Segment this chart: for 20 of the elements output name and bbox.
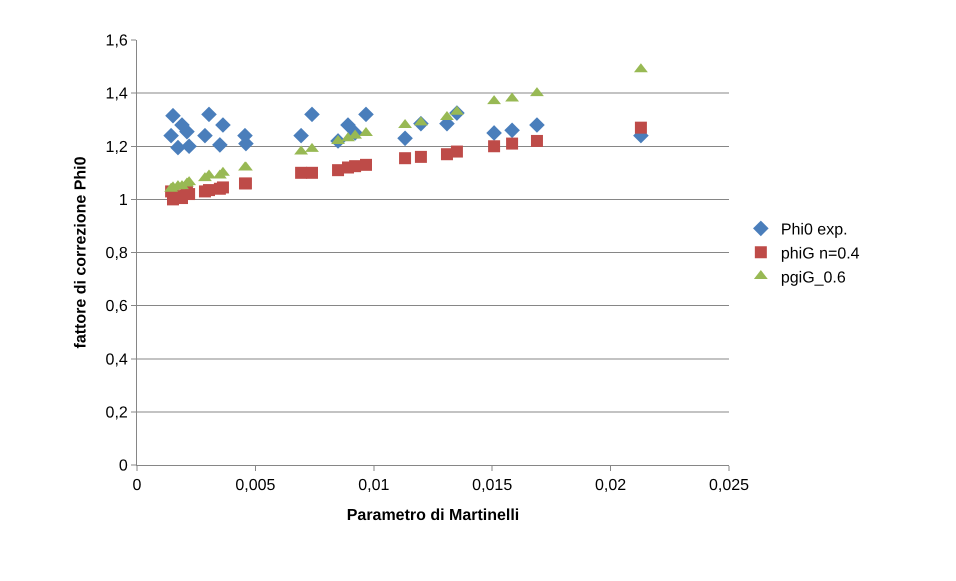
y-tick-label: 1,4 (106, 86, 128, 103)
y-tick-label: 0,6 (106, 298, 128, 316)
y-tick-label: 0,4 (106, 351, 128, 368)
y-tick-label: 0 (118, 458, 128, 475)
legend-label: phiG n=0.4 (780, 245, 860, 262)
y-tick-label: 1 (118, 192, 128, 209)
y-tick-label: 1,6 (106, 32, 128, 50)
x-tick-label: 0,015 (472, 477, 512, 494)
legend-label: Phi0 exp. (780, 222, 848, 239)
y-tick-label: 1,2 (106, 138, 128, 156)
x-tick-label: 0,005 (235, 477, 276, 494)
x-tick-label: 0,01 (358, 477, 390, 494)
x-tick-label: 0,02 (595, 477, 626, 494)
x-axis-title: Parametro di Martinelli (346, 506, 520, 524)
x-tick-label: 0 (132, 477, 142, 494)
y-axis-title: fattore di correzione Phi0 (72, 156, 90, 349)
x-tick-label: 0,025 (708, 477, 750, 494)
y-tick-label: 0,8 (106, 245, 128, 262)
legend-label: pgiG_0.6 (780, 269, 846, 286)
y-tick-label: 0,2 (106, 404, 128, 422)
